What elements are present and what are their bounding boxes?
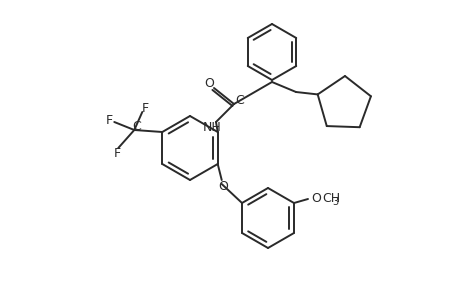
Text: C: C: [132, 119, 140, 133]
Text: F: F: [106, 113, 112, 127]
Text: CH: CH: [321, 191, 339, 205]
Text: F: F: [141, 101, 149, 115]
Text: 3: 3: [331, 197, 337, 207]
Text: C: C: [235, 94, 244, 106]
Text: O: O: [217, 179, 227, 193]
Text: O: O: [204, 76, 213, 89]
Text: NH: NH: [202, 121, 221, 134]
Text: F: F: [113, 146, 121, 160]
Text: O: O: [310, 191, 320, 205]
